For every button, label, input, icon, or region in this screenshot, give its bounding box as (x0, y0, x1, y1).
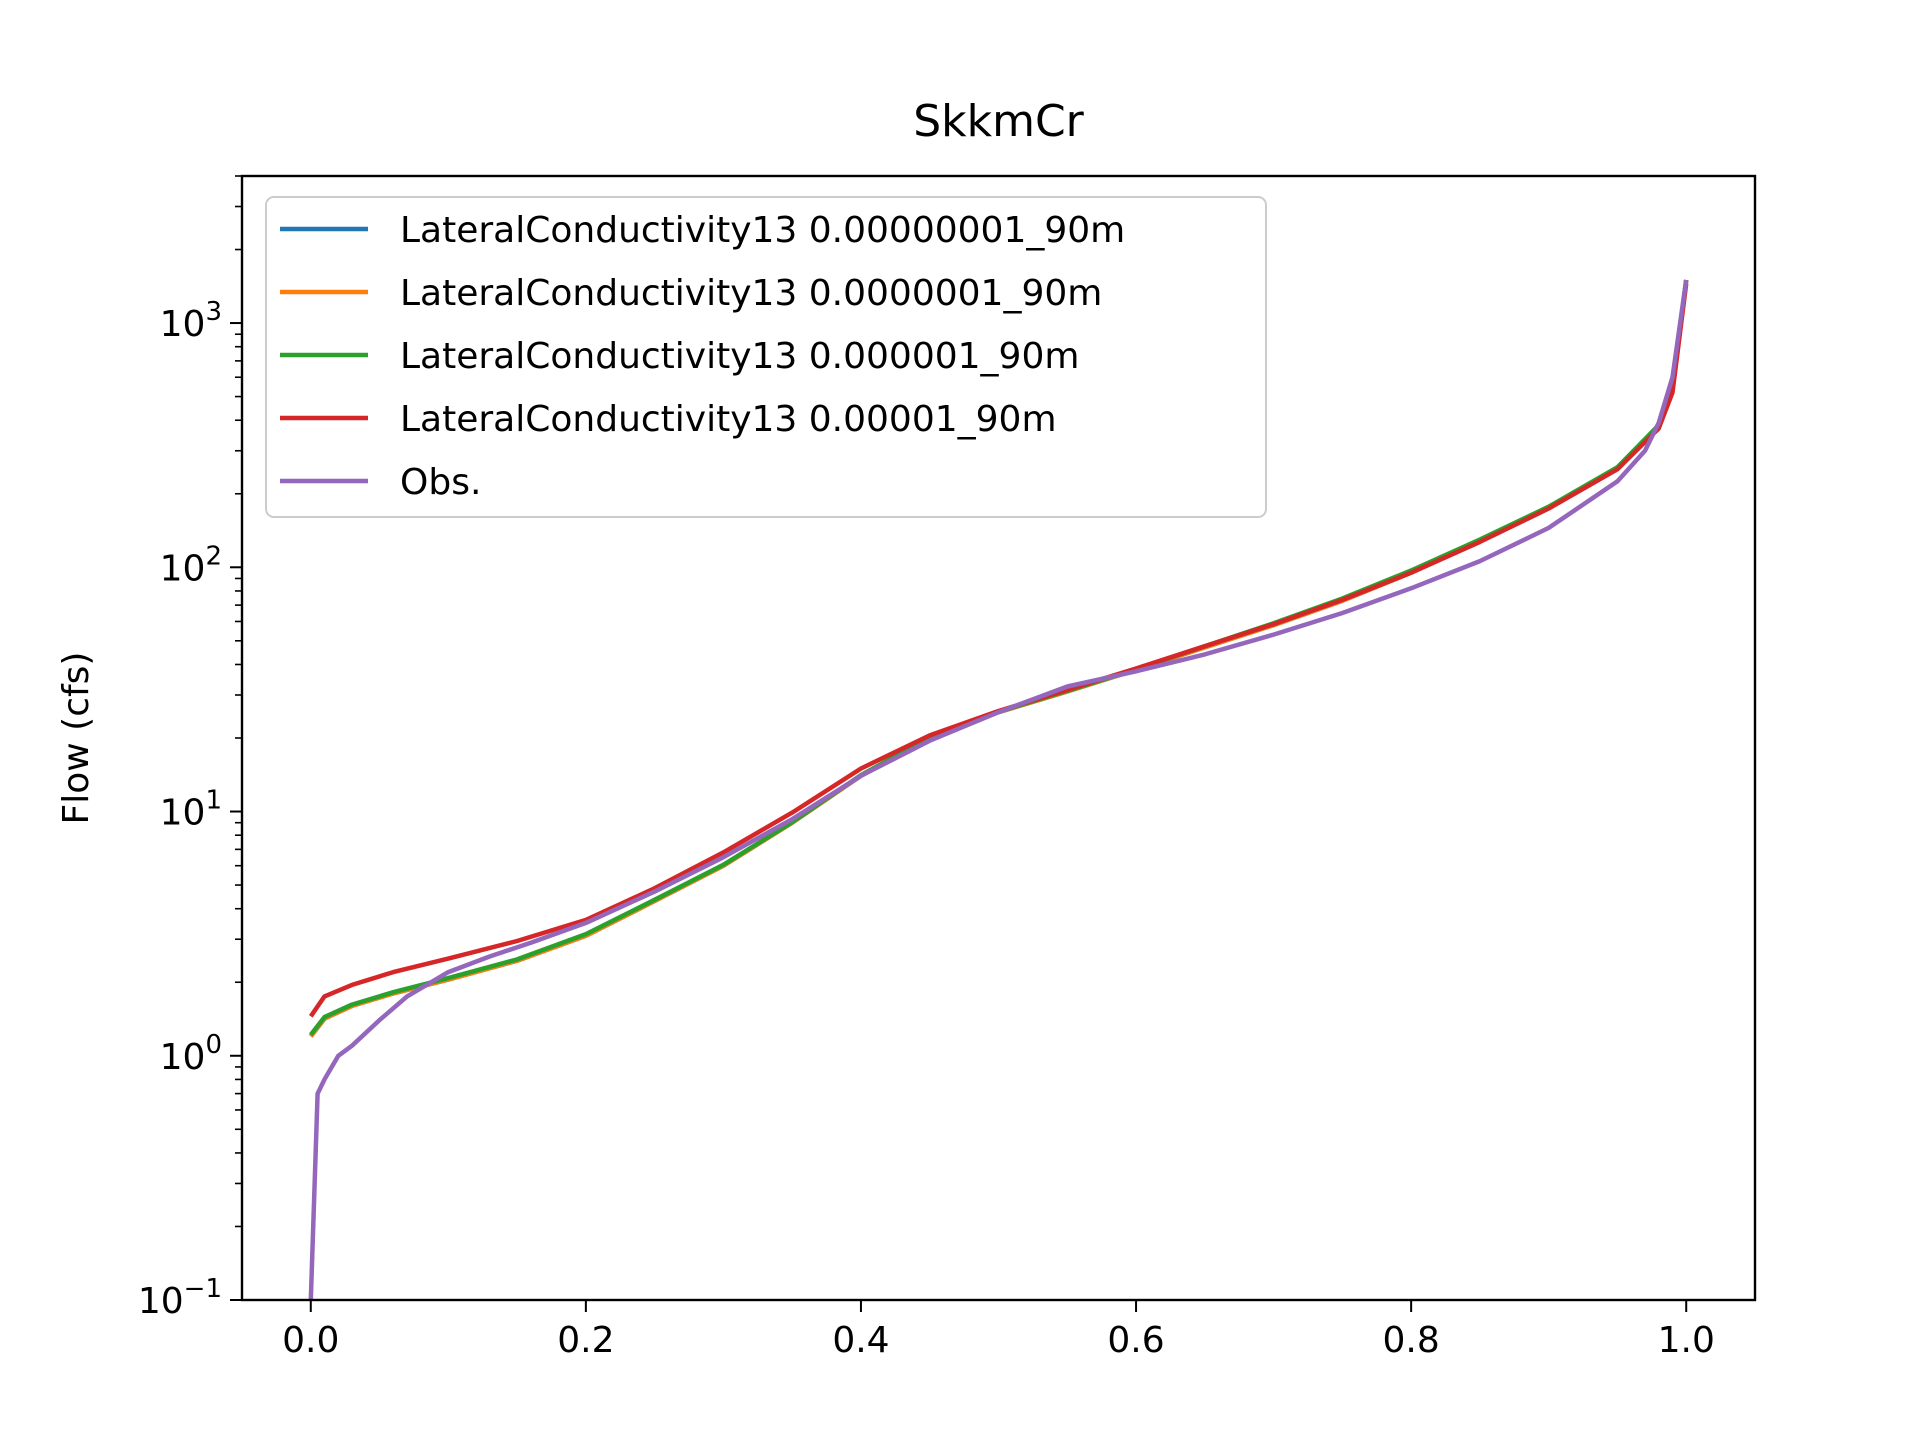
y-tick-label: 10−1 (138, 1274, 222, 1322)
x-tick-label: 0.4 (832, 1320, 889, 1361)
y-tick-label: 101 (160, 786, 222, 834)
chart-title: SkkmCr (913, 96, 1084, 147)
x-tick-label: 0.0 (282, 1320, 339, 1361)
legend-label: LateralConductivity13 0.0000001_90m (400, 273, 1102, 314)
y-tick-label: 100 (160, 1030, 222, 1078)
y-axis-label: Flow (cfs) (56, 652, 97, 825)
legend-box (265, 196, 1267, 518)
legend-label: LateralConductivity13 0.00001_90m (400, 399, 1057, 440)
x-tick-label: 0.2 (557, 1320, 614, 1361)
y-tick-label: 103 (160, 297, 222, 345)
legend-label: Obs. (400, 462, 481, 503)
y-axis: 10−1 100 101 102 103 (138, 175, 242, 1322)
x-tick-label: 1.0 (1658, 1320, 1715, 1361)
x-axis: 0.0 0.2 0.4 0.6 0.8 1.0 (282, 1300, 1715, 1361)
x-tick-label: 0.6 (1107, 1320, 1164, 1361)
x-tick-label: 0.8 (1383, 1320, 1440, 1361)
y-tick-label: 102 (160, 541, 222, 589)
legend-label: LateralConductivity13 0.000001_90m (400, 336, 1079, 377)
legend-label: LateralConductivity13 0.00000001_90m (400, 210, 1125, 251)
legend: LateralConductivity13 0.00000001_90m Late… (265, 196, 1267, 518)
series-lines (308, 279, 1689, 1301)
series-line-4 (308, 279, 1689, 1301)
